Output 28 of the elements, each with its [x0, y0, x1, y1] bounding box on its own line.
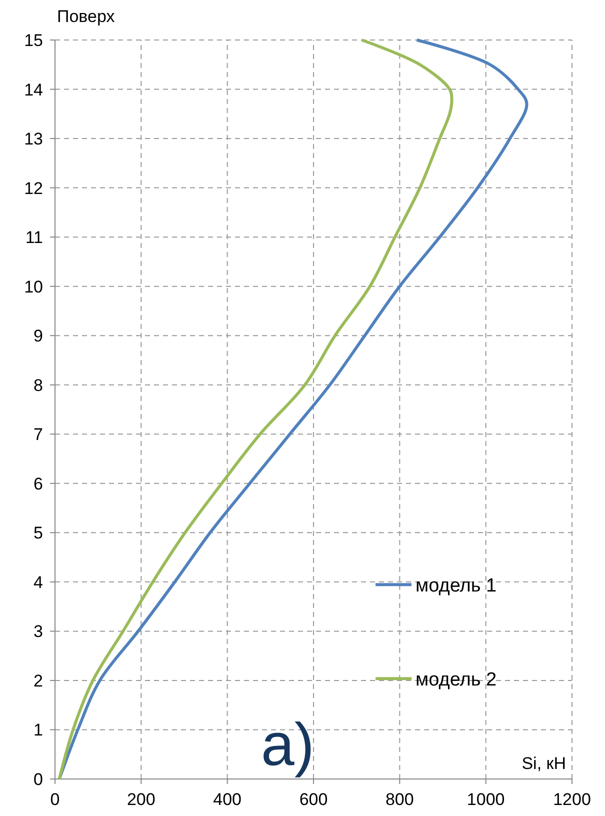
x-tick-label: 1000 [466, 790, 505, 809]
y-tick-label: 0 [34, 770, 43, 789]
y-tick-label: 9 [34, 326, 43, 346]
y-tick-label: 7 [34, 425, 43, 444]
y-tick-label: 8 [34, 376, 43, 395]
y-tick-label: 15 [24, 31, 43, 50]
y-tick-label: 2 [34, 671, 43, 690]
y-tick-label: 4 [34, 572, 43, 592]
y-tick-label: 5 [34, 524, 43, 543]
y-tick-label: 1 [34, 720, 43, 740]
y-tick-label: 14 [24, 80, 43, 100]
x-axis-title: Si, кН [522, 754, 566, 773]
x-tick-label: 400 [213, 790, 242, 809]
legend-label: модель 2 [416, 670, 497, 691]
annotation: а) [260, 711, 314, 778]
y-tick-label: 3 [34, 622, 43, 642]
x-tick-label: 0 [50, 790, 60, 809]
x-tick-label: 200 [126, 790, 156, 809]
y-tick-label: 6 [34, 474, 43, 494]
y-tick-label: 10 [24, 277, 43, 296]
x-tick-label: 600 [299, 790, 328, 809]
y-axis-title: Поверх [57, 7, 116, 26]
legend-label: модель 1 [416, 576, 497, 597]
y-tick-label: 12 [24, 178, 43, 198]
x-tick-label: 1200 [553, 790, 591, 809]
x-tick-label: 800 [385, 790, 414, 809]
y-tick-label: 13 [24, 130, 43, 149]
y-tick-label: 11 [25, 228, 43, 248]
